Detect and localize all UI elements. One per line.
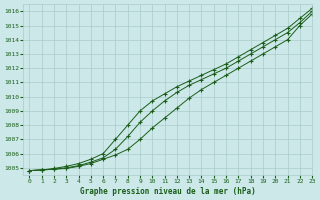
X-axis label: Graphe pression niveau de la mer (hPa): Graphe pression niveau de la mer (hPa) <box>80 187 256 196</box>
